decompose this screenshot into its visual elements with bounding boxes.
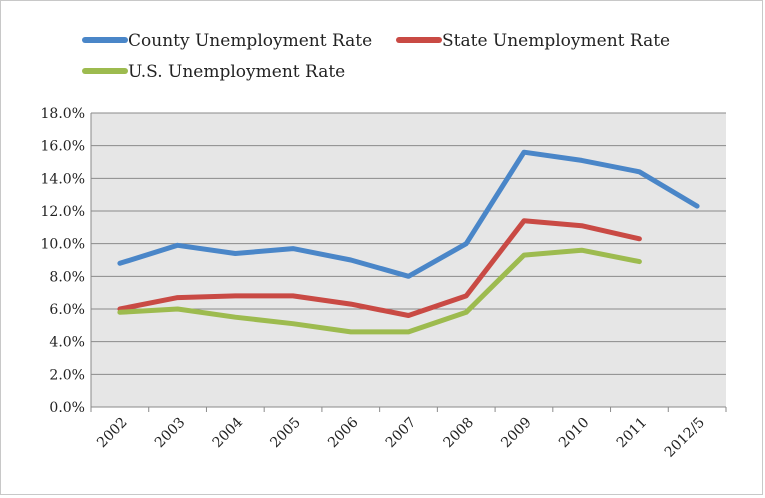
y-tick-label: 18.0%	[41, 106, 85, 122]
legend: County Unemployment Rate State Unemploym…	[82, 31, 670, 82]
y-tick-label: 14.0%	[41, 171, 85, 187]
x-tick-label: 2004	[210, 414, 247, 451]
x-tick-label: 2005	[267, 415, 304, 452]
axes	[90, 113, 727, 412]
x-tick-label: 2011	[614, 415, 651, 452]
x-tick-label: 2009	[498, 415, 535, 452]
legend-label-county: County Unemployment Rate	[128, 31, 372, 51]
y-tick-label: 0.0%	[49, 400, 85, 416]
x-tick-label: 2006	[325, 414, 362, 451]
y-axis-tick-labels: 0.0% 2.0% 4.0% 6.0% 8.0% 10.0% 12.0% 14.0% 16.0%…	[41, 106, 85, 416]
series-line-state	[117, 218, 642, 318]
y-tick-label: 8.0%	[49, 269, 85, 285]
legend-item-state: State Unemployment Rate	[396, 31, 670, 51]
x-tick-label: 2007	[383, 415, 420, 452]
y-tick-label: 12.0%	[41, 204, 85, 220]
y-tick-label: 2.0%	[49, 367, 85, 383]
series-lines	[117, 149, 700, 335]
legend-item-county: County Unemployment Rate	[82, 31, 372, 51]
series-line-county	[117, 149, 700, 279]
x-tick-label: 2002	[94, 415, 131, 452]
x-tick-label: 2003	[152, 415, 189, 452]
x-tick-label: 2012/5	[662, 415, 708, 461]
legend-item-us: U.S. Unemployment Rate	[82, 62, 345, 82]
legend-label-state: State Unemployment Rate	[442, 31, 670, 51]
x-tick-label: 2008	[441, 415, 478, 452]
series-line-us	[117, 247, 642, 335]
y-tick-label: 6.0%	[49, 302, 85, 318]
x-tick-label: 2010	[556, 415, 593, 452]
y-tick-label: 4.0%	[49, 335, 85, 351]
x-axis-tick-labels: 2002 2003 2004 2005 2006 2007 2008 2009 2010 2011…	[94, 414, 708, 460]
y-tick-label: 16.0%	[41, 139, 85, 155]
y-tick-label: 10.0%	[41, 237, 85, 253]
legend-label-us: U.S. Unemployment Rate	[128, 62, 345, 82]
gridlines	[91, 112, 726, 408]
